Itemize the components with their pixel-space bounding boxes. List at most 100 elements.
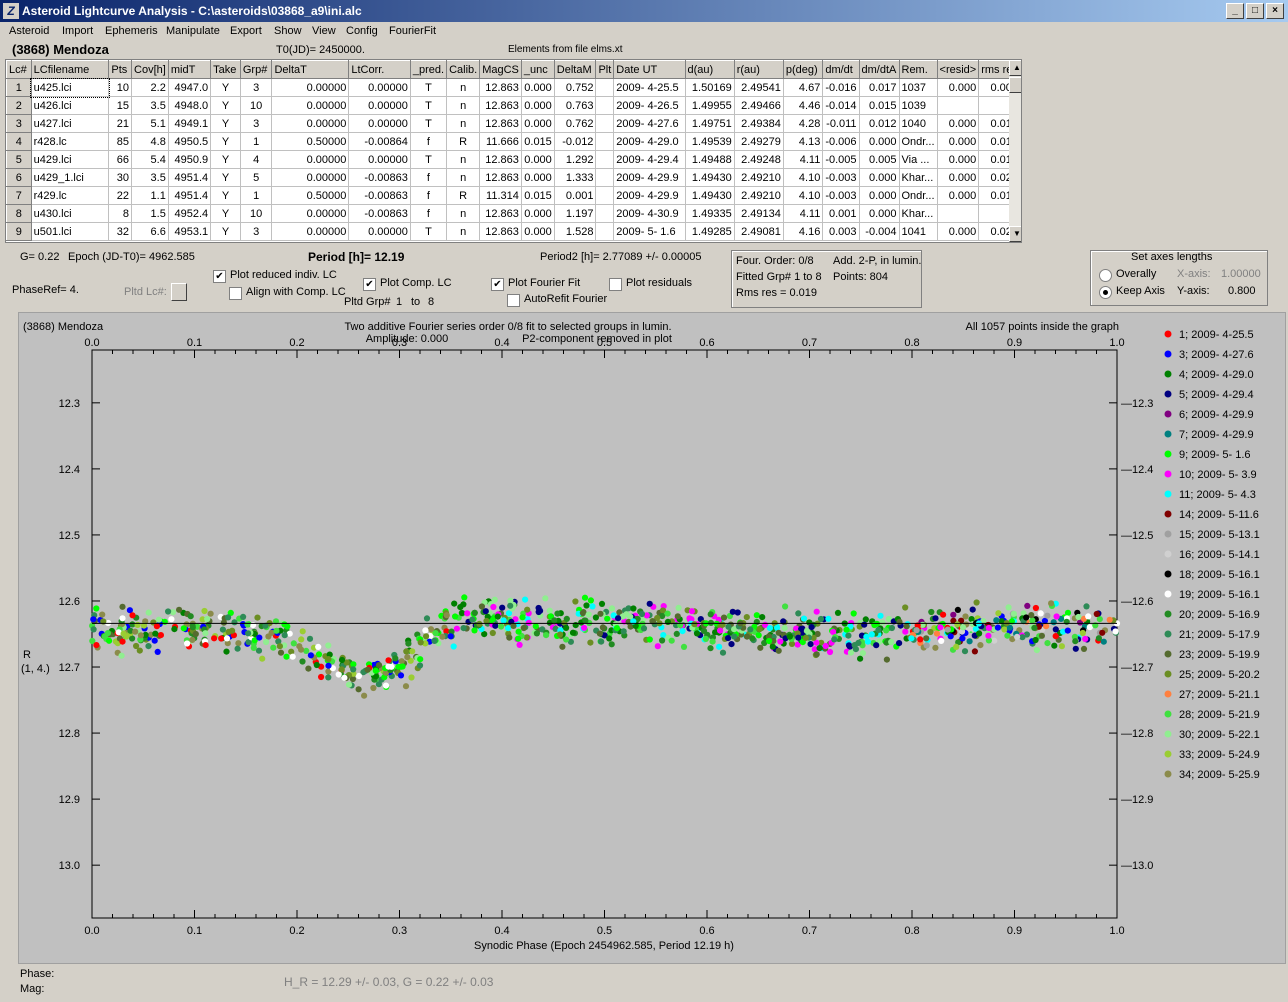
table-cell[interactable]: 2.49081 [733,222,784,241]
table-cell[interactable]: 0.001 [553,186,597,205]
table-cell[interactable]: 2009- 4-27.6 [613,114,686,133]
table-cell[interactable]: 4947.0 [167,78,212,97]
table-cell[interactable]: 4.16 [782,222,824,241]
table-cell[interactable]: n [446,96,481,115]
table-cell[interactable]: 0.015 [520,132,555,151]
table-cell[interactable]: u501.lci [30,222,110,241]
table-cell[interactable]: 3 [239,222,273,241]
table-cell[interactable]: 1.528 [553,222,597,241]
column-header[interactable]: Grp# [239,60,273,79]
table-cell[interactable]: 5.1 [131,114,169,133]
table-cell[interactable]: 1.292 [553,150,597,169]
table-cell[interactable]: 0.000 [936,186,980,205]
table-cell[interactable]: f [409,186,448,205]
table-cell[interactable]: 12.863 [479,204,522,223]
table-cell[interactable]: 1037 [898,78,938,97]
overally-radio[interactable] [1099,269,1112,282]
column-header[interactable]: LtCorr. [348,60,411,79]
table-cell[interactable]: n [446,150,481,169]
table-cell[interactable]: 1.49430 [684,186,735,205]
table-cell[interactable]: 0.000 [858,186,900,205]
table-cell[interactable]: 0.50000 [271,132,350,151]
table-cell[interactable]: 0.000 [520,222,555,241]
column-header[interactable]: DeltaT [271,60,350,79]
table-cell[interactable]: 4948.0 [167,96,212,115]
table-cell[interactable]: 4950.9 [167,150,212,169]
table-cell[interactable]: 4.8 [131,132,169,151]
table-cell[interactable]: 8 [108,204,133,223]
table-cell[interactable]: 1.49539 [684,132,735,151]
table-cell[interactable]: r429.lc [30,186,110,205]
table-cell[interactable]: Khar... [898,168,938,187]
table-cell[interactable]: T [409,78,448,97]
pltd-grp-from[interactable]: 1 [396,296,403,308]
row-number[interactable]: 5 [6,150,32,169]
table-cell[interactable]: 0.00000 [348,150,411,169]
table-cell[interactable]: -0.005 [822,150,860,169]
menu-manipulate[interactable]: Manipulate [166,25,220,37]
table-cell[interactable]: 3.5 [131,168,169,187]
column-header[interactable]: dm/dt [822,60,860,79]
table-cell[interactable]: -0.004 [858,222,900,241]
menu-show[interactable]: Show [274,25,302,37]
table-cell[interactable]: 0.00000 [271,222,350,241]
table-cell[interactable]: u425.lci [30,77,110,98]
table-cell[interactable]: 4.11 [782,204,824,223]
table-cell[interactable]: 2.49210 [733,186,784,205]
table-cell[interactable]: 0.000 [858,168,900,187]
table-cell[interactable]: T [409,150,448,169]
table-cell[interactable]: u430.lci [30,204,110,223]
period-value[interactable]: Period [h]= 12.19 [308,250,405,264]
table-cell[interactable]: 2.49384 [733,114,784,133]
table-cell[interactable]: 1 [239,186,273,205]
lightcurve-plot-panel[interactable]: (3868) Mendoza Two additive Fourier seri… [18,312,1286,964]
table-row[interactable]: 8 u430.lci 8 1.5 4952.4 Y 10 0.00000 -0.00863 f n 1… [6,204,1021,223]
table-cell[interactable]: Y [210,150,241,169]
table-cell[interactable]: 2.49210 [733,168,784,187]
table-cell[interactable]: 4 [239,150,273,169]
column-header[interactable]: Rem. [898,60,938,79]
column-header[interactable]: Date UT [613,60,686,79]
table-cell[interactable]: 4949.1 [167,114,212,133]
table-row[interactable]: 4 r428.lc 85 4.8 4950.5 Y 1 0.50000 -0.00864 f R 11… [6,132,1021,151]
table-cell[interactable]: Y [210,114,241,133]
table-cell[interactable] [595,96,615,115]
table-cell[interactable]: 5 [239,168,273,187]
table-cell[interactable]: 1.333 [553,168,597,187]
table-cell[interactable]: Y [210,78,241,97]
menu-ephemeris[interactable]: Ephemeris [105,25,158,37]
table-cell[interactable]: 15 [108,96,133,115]
table-cell[interactable]: 0.00000 [348,96,411,115]
table-cell[interactable]: 2009- 4-30.9 [613,204,686,223]
table-cell[interactable]: 0.000 [520,168,555,187]
table-cell[interactable]: 1041 [898,222,938,241]
table-cell[interactable]: 0.000 [858,132,900,151]
table-cell[interactable]: 0.00000 [271,204,350,223]
table-cell[interactable]: 5.4 [131,150,169,169]
table-cell[interactable]: 0.00000 [271,114,350,133]
column-header[interactable]: p(deg) [782,60,824,79]
table-cell[interactable]: f [409,204,448,223]
app-icon[interactable]: Z [3,3,19,19]
table-cell[interactable]: 3.5 [131,96,169,115]
table-cell[interactable]: 0.000 [520,96,555,115]
menu-view[interactable]: View [312,25,336,37]
table-cell[interactable] [936,204,980,223]
row-number[interactable]: 8 [6,204,32,223]
table-cell[interactable]: 2.49466 [733,96,784,115]
table-cell[interactable]: 0.00000 [271,168,350,187]
table-cell[interactable]: 0.00000 [348,222,411,241]
close-button[interactable]: × [1266,3,1284,19]
table-cell[interactable]: 4.28 [782,114,824,133]
table-cell[interactable]: -0.014 [822,96,860,115]
table-cell[interactable]: 0.00000 [348,114,411,133]
table-cell[interactable] [595,132,615,151]
column-header[interactable]: Take [210,60,241,79]
table-cell[interactable]: 11.314 [479,186,522,205]
column-header[interactable]: DeltaM [553,60,597,79]
table-cell[interactable]: 2.49541 [733,78,784,97]
